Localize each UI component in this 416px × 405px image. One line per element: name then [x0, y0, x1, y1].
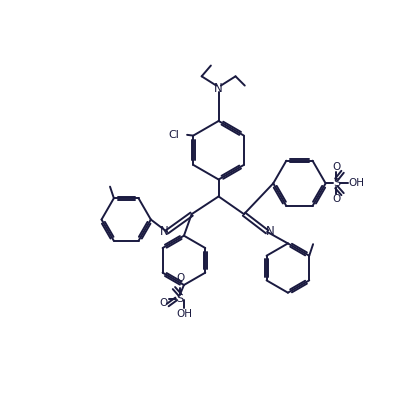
Text: N: N	[214, 82, 223, 95]
Text: S: S	[176, 294, 183, 304]
Text: O: O	[332, 194, 341, 204]
Text: O: O	[159, 298, 167, 308]
Text: OH: OH	[349, 178, 364, 188]
Text: OH: OH	[176, 309, 192, 319]
Text: O: O	[176, 273, 184, 283]
Text: O: O	[332, 162, 341, 172]
Text: Cl: Cl	[168, 130, 179, 140]
Text: N: N	[266, 225, 275, 239]
Text: S: S	[333, 178, 340, 188]
Text: N: N	[160, 225, 168, 239]
